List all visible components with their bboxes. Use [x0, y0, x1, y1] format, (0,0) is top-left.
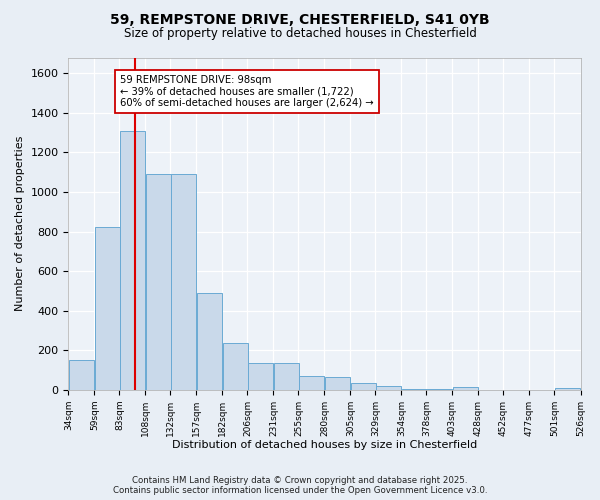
Bar [223, 344, 248, 390]
Bar [119, 130, 145, 390]
Bar [170, 174, 196, 390]
Text: 59, REMPSTONE DRIVE, CHESTERFIELD, S41 0YB: 59, REMPSTONE DRIVE, CHESTERFIELD, S41 0… [110, 12, 490, 26]
Bar [299, 376, 324, 390]
Text: Size of property relative to detached houses in Chesterfield: Size of property relative to detached ho… [124, 28, 476, 40]
Bar [427, 388, 452, 390]
Text: 59 REMPSTONE DRIVE: 98sqm
← 39% of detached houses are smaller (1,722)
60% of se: 59 REMPSTONE DRIVE: 98sqm ← 39% of detac… [121, 76, 374, 108]
Bar [453, 387, 478, 390]
Bar [248, 363, 273, 390]
Bar [351, 383, 376, 390]
Y-axis label: Number of detached properties: Number of detached properties [15, 136, 25, 312]
Bar [555, 388, 580, 390]
Bar [402, 388, 427, 390]
Bar [146, 174, 171, 390]
X-axis label: Distribution of detached houses by size in Chesterfield: Distribution of detached houses by size … [172, 440, 477, 450]
Bar [325, 377, 350, 390]
Bar [376, 386, 401, 390]
Bar [197, 293, 222, 390]
Text: Contains HM Land Registry data © Crown copyright and database right 2025.
Contai: Contains HM Land Registry data © Crown c… [113, 476, 487, 495]
Bar [68, 360, 94, 390]
Bar [95, 226, 120, 390]
Bar [274, 363, 299, 390]
